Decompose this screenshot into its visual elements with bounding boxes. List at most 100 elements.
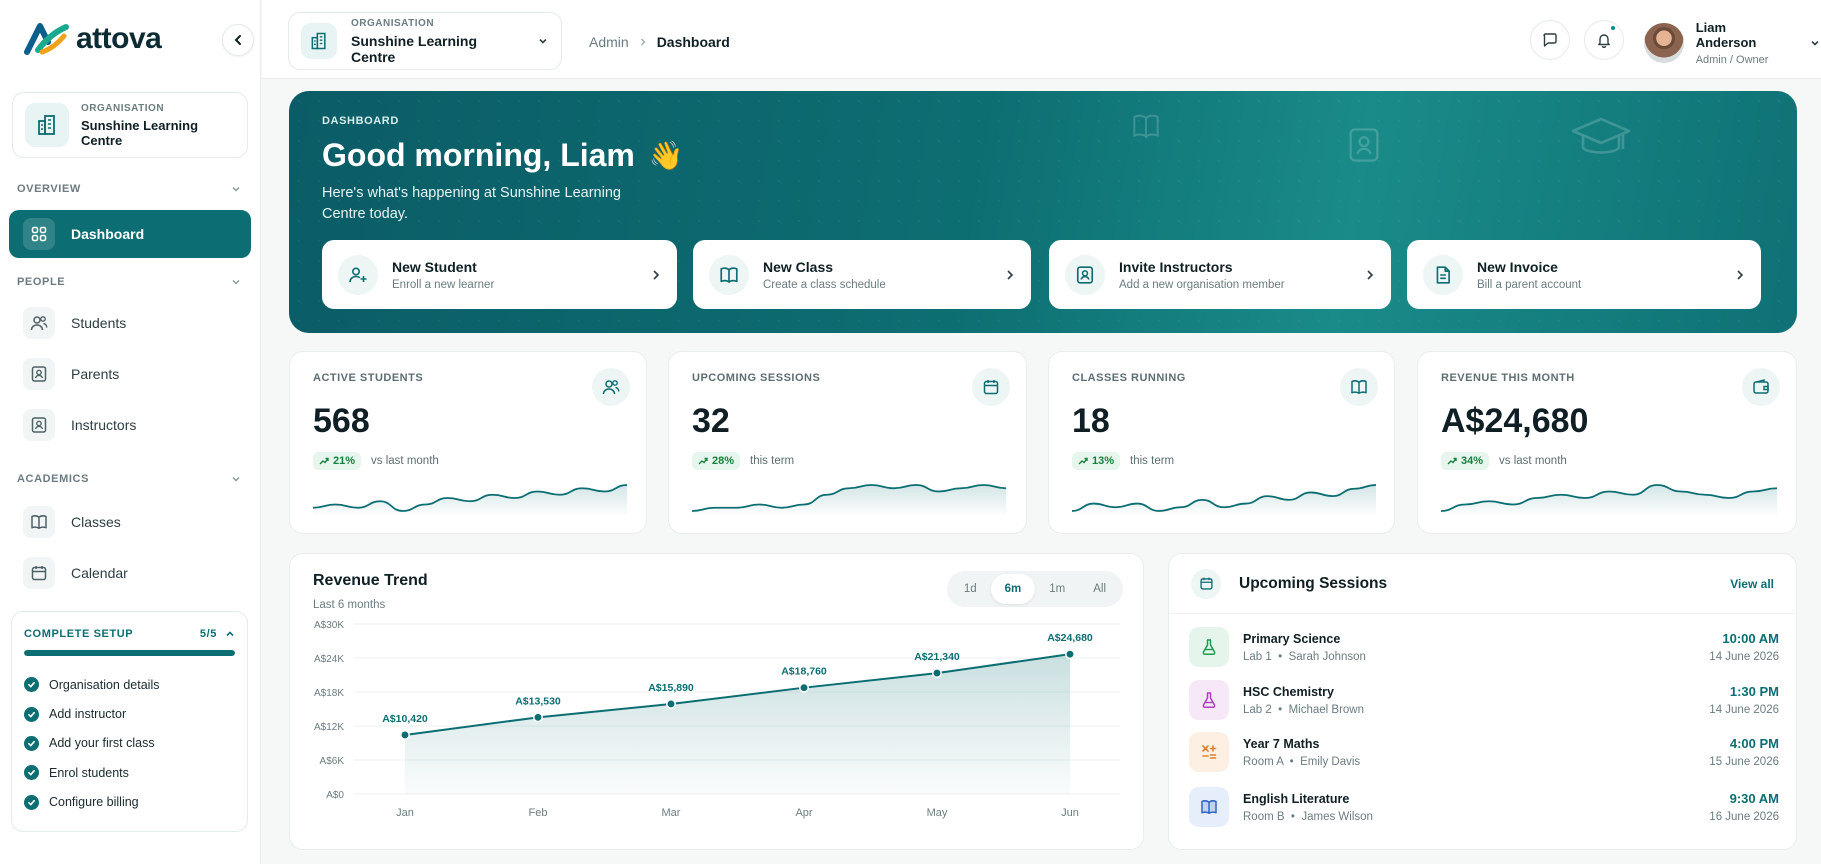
data-point[interactable] xyxy=(666,699,676,709)
quick-action-invite-instructors[interactable]: Invite Instructors Add a new organisation… xyxy=(1049,240,1391,309)
session-teacher: James Wilson xyxy=(1301,810,1373,823)
session-row[interactable]: Year 7 Maths Room A • Emily Davis 4:00 PM 1… xyxy=(1189,729,1779,775)
section-overview[interactable]: OVERVIEW xyxy=(17,183,241,195)
kpi-active-students[interactable]: ACTIVE STUDENTS 568 21% vs last month xyxy=(289,351,647,534)
setup-header[interactable]: COMPLETE SETUP 5/5 xyxy=(24,628,235,640)
org-switcher-name: Sunshine Learning Centre xyxy=(351,32,478,65)
quick-action-new-class[interactable]: New Class Create a class schedule xyxy=(693,240,1031,309)
chevron-down-icon xyxy=(232,279,240,285)
view-all-link[interactable]: View all xyxy=(1730,576,1774,591)
sparkline-line xyxy=(313,484,627,512)
check-circle-icon xyxy=(24,735,39,751)
setup-step-label: Add instructor xyxy=(49,707,127,722)
welcome-banner: DASHBOARD Good morning, Liam 👋 Here's wh… xyxy=(289,91,1797,333)
delta-note: this term xyxy=(750,455,795,467)
sidebar-item-calendar[interactable]: Calendar xyxy=(9,549,251,597)
chevron-right-icon xyxy=(1007,269,1014,280)
check-circle-icon xyxy=(24,765,39,781)
kpi-delta: 28% this term xyxy=(692,452,794,470)
session-meta: Room B • James Wilson xyxy=(1243,810,1373,823)
chevron-right-icon xyxy=(1737,269,1744,280)
calendar-icon xyxy=(1191,568,1221,599)
session-time: 10:00 AM xyxy=(1722,631,1779,646)
trend-up-icon xyxy=(319,457,329,465)
kpi-label: CLASSES RUNNING xyxy=(1072,372,1186,384)
chevron-down-icon xyxy=(232,186,240,192)
org-switcher[interactable]: ORGANISATION Sunshine Learning Centre xyxy=(288,12,562,70)
session-room: Lab 1 xyxy=(1243,650,1272,663)
kpi-revenue-this-month[interactable]: REVENUE THIS MONTH A$24,680 34% vs last m… xyxy=(1417,351,1797,534)
flask-icon xyxy=(1189,680,1229,720)
kpi-upcoming-sessions[interactable]: UPCOMING SESSIONS 32 28% this term xyxy=(668,351,1027,534)
setup-step[interactable]: Organisation details xyxy=(24,670,235,699)
sparkline xyxy=(313,484,627,517)
delta-badge: 28% xyxy=(692,452,741,470)
range-option-1m[interactable]: 1m xyxy=(1049,583,1066,595)
notifications-button[interactable] xyxy=(1584,20,1624,60)
session-date: 14 June 2026 xyxy=(1709,651,1779,663)
session-row[interactable]: HSC Chemistry Lab 2 • Michael Brown 1:30 P… xyxy=(1189,677,1779,723)
setup-count: 5/5 xyxy=(199,628,217,640)
breadcrumb: Admin Dashboard xyxy=(589,34,730,50)
range-option-1d[interactable]: 1d xyxy=(963,583,977,595)
top-bar: ORGANISATION Sunshine Learning Centre Ad… xyxy=(262,0,1821,79)
sidebar-item-students[interactable]: Students xyxy=(9,299,251,347)
user-plus-icon xyxy=(338,254,378,295)
session-name: Year 7 Maths xyxy=(1243,736,1320,751)
y-tick-label: A$12K xyxy=(314,722,344,733)
sidebar-item-instructors[interactable]: Instructors xyxy=(9,401,251,449)
id-badge-icon xyxy=(23,409,55,441)
kpi-value: 18 xyxy=(1072,402,1110,440)
revenue-trend-card: Revenue Trend Last 6 months 1d 6m 1m All A$… xyxy=(289,553,1144,850)
range-option-6m[interactable]: 6m xyxy=(990,574,1036,604)
trend-up-icon xyxy=(1078,457,1088,465)
revenue-line xyxy=(404,653,1071,736)
sparkline-line xyxy=(1072,484,1376,512)
sparkline xyxy=(1072,484,1376,517)
users-icon xyxy=(23,307,55,339)
grid-icon xyxy=(23,218,55,250)
check-circle-icon xyxy=(24,794,39,810)
data-point[interactable] xyxy=(400,730,410,740)
x-tick-label: Apr xyxy=(795,807,812,819)
brand-logo[interactable]: attova xyxy=(24,22,162,56)
session-meta: Lab 1 • Sarah Johnson xyxy=(1243,650,1366,663)
data-point[interactable] xyxy=(932,668,942,679)
user-menu[interactable]: Liam Anderson Admin / Owner xyxy=(1644,20,1821,66)
kpi-classes-running[interactable]: CLASSES RUNNING 18 13% this term xyxy=(1048,351,1395,534)
sidebar-item-dashboard[interactable]: Dashboard xyxy=(9,210,251,258)
setup-step-label: Organisation details xyxy=(49,677,160,692)
setup-step[interactable]: Configure billing xyxy=(24,788,235,817)
sidebar-item-label: Dashboard xyxy=(71,226,145,242)
trend-up-icon xyxy=(698,457,708,465)
collapse-sidebar-button[interactable] xyxy=(222,24,254,56)
sidebar-item-parents[interactable]: Parents xyxy=(9,350,251,398)
data-point[interactable] xyxy=(533,712,543,723)
kpi-delta: 13% this term xyxy=(1072,452,1174,470)
data-point[interactable] xyxy=(799,682,809,693)
session-row[interactable]: Primary Science Lab 1 • Sarah Johnson 10:0… xyxy=(1189,624,1779,670)
setup-step[interactable]: Add instructor xyxy=(24,699,235,728)
sparkline-area xyxy=(692,485,1006,517)
data-point[interactable] xyxy=(1065,649,1075,660)
session-row[interactable]: English Literature Room B • James Wilson 9… xyxy=(1189,784,1779,830)
section-academics[interactable]: ACADEMICS xyxy=(17,473,241,485)
sidebar-org-card[interactable]: ORGANISATION Sunshine Learning Centre xyxy=(12,92,248,158)
messages-button[interactable] xyxy=(1530,20,1570,60)
sparkline-line xyxy=(1441,484,1777,512)
quick-action-new-invoice[interactable]: New Invoice Bill a parent account xyxy=(1407,240,1761,309)
quick-action-new-student[interactable]: New Student Enroll a new learner xyxy=(322,240,677,309)
setup-step[interactable]: Add your first class xyxy=(24,729,235,758)
sidebar: attova ORGANISATION Sunshine Learning Ce… xyxy=(0,0,261,864)
setup-step[interactable]: Enrol students xyxy=(24,758,235,787)
range-option-all[interactable]: All xyxy=(1093,583,1106,595)
session-name: HSC Chemistry xyxy=(1243,684,1334,699)
sidebar-item-classes[interactable]: Classes xyxy=(9,498,251,546)
setup-step-label: Configure billing xyxy=(49,795,139,810)
section-people[interactable]: PEOPLE xyxy=(17,276,241,288)
quick-action-subtitle: Add a new organisation member xyxy=(1119,278,1285,291)
trend-up-icon xyxy=(1447,457,1457,465)
delta-value: 34% xyxy=(1461,455,1484,467)
breadcrumb-admin[interactable]: Admin xyxy=(589,34,629,50)
session-time: 9:30 AM xyxy=(1729,791,1779,806)
